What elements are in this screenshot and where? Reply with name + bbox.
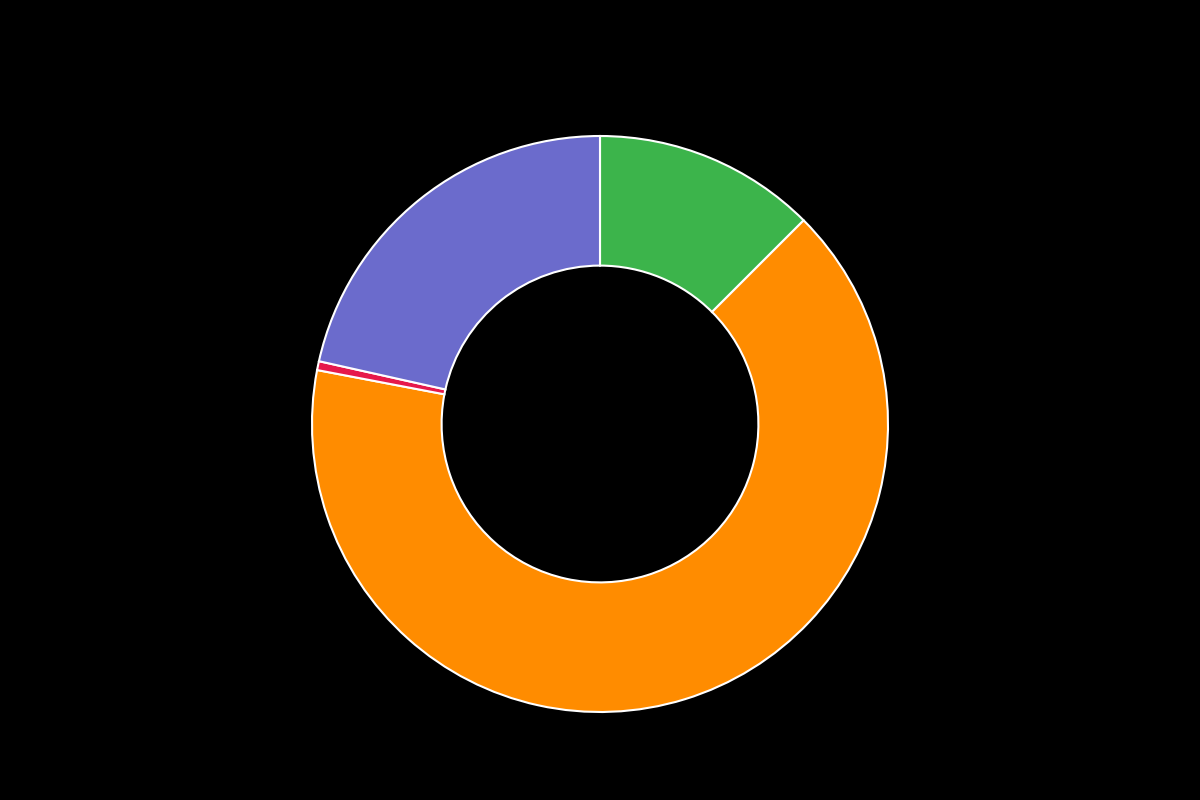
Legend: C#, Shell, Python, Other: C#, Shell, Python, Other <box>426 0 774 2</box>
Wedge shape <box>317 361 445 394</box>
Wedge shape <box>600 136 804 312</box>
Wedge shape <box>319 136 600 390</box>
Wedge shape <box>312 220 888 712</box>
